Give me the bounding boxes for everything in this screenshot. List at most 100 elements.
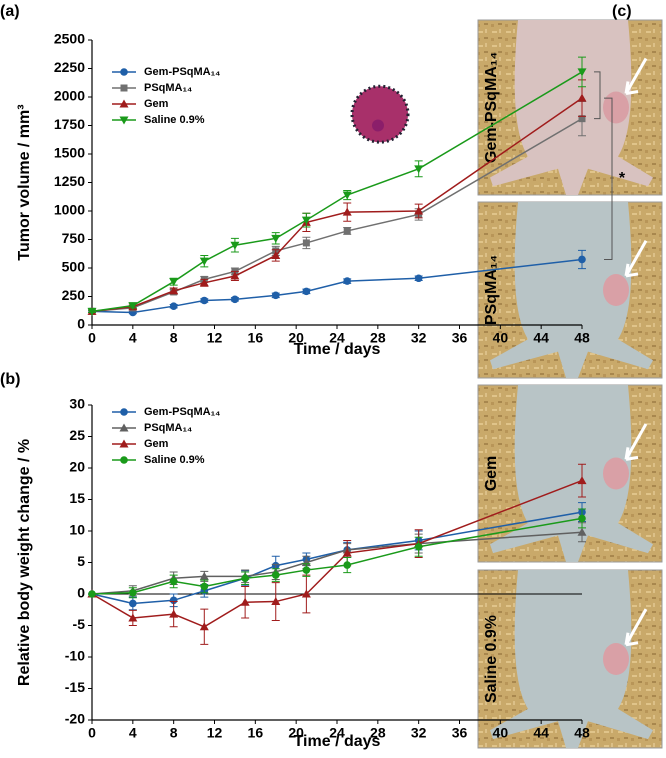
y-tick-label: 10 <box>69 522 85 538</box>
marker <box>129 599 137 608</box>
y-tick-label: 20 <box>69 459 85 475</box>
tumor <box>603 457 629 490</box>
x-tick-label: 36 <box>452 725 468 741</box>
marker <box>342 191 352 200</box>
drug-icon <box>372 119 384 132</box>
y-tick-label: -15 <box>65 679 85 695</box>
marker <box>240 597 250 606</box>
legend-label: Saline 0.9% <box>144 454 205 466</box>
marker <box>414 542 423 551</box>
series-line <box>91 479 583 628</box>
marker <box>342 548 352 557</box>
series-line <box>91 118 583 313</box>
marker <box>414 206 424 215</box>
marker <box>577 476 587 485</box>
marker <box>302 566 311 574</box>
x-tick-label: 0 <box>88 330 96 346</box>
marker <box>200 296 209 305</box>
x-tick-label: 48 <box>574 330 590 346</box>
legend-marker <box>119 99 129 108</box>
legend-label: PSqMA₁₄ <box>144 422 192 434</box>
y-tick-label: 1000 <box>54 202 85 218</box>
legend-label: Gem-PSqMA₁₄ <box>144 406 220 418</box>
marker <box>169 596 178 605</box>
x-tick-label: 28 <box>370 330 386 346</box>
y-tick-label: -5 <box>73 616 86 632</box>
marker <box>271 234 281 243</box>
series-line <box>91 71 583 313</box>
x-tick-label: 0 <box>88 725 96 741</box>
arrow <box>624 239 648 278</box>
bracket <box>594 71 601 120</box>
nanoparticle-icon <box>350 84 410 144</box>
marker <box>343 277 352 285</box>
legend-marker <box>120 456 128 464</box>
arrow <box>624 57 648 95</box>
marker <box>129 588 137 597</box>
legend-marker <box>119 423 129 432</box>
x-tick-label: 8 <box>170 725 178 741</box>
marker <box>199 278 209 287</box>
significance-mark: * <box>619 170 626 187</box>
marker <box>230 241 240 250</box>
y-tick-label: 0 <box>77 316 85 332</box>
x-tick-label: 48 <box>574 725 590 741</box>
legend-marker <box>119 439 129 448</box>
y-axis-title: Tumor volume / mm³ <box>16 104 33 260</box>
x-tick-label: 36 <box>452 330 468 346</box>
legend-label: Saline 0.9% <box>144 114 205 126</box>
y-tick-label: 25 <box>69 427 85 443</box>
photo-column: Gem-PSqMA₁₄ PSqMA₁₄ Gem Saline 0.9% <box>477 19 663 749</box>
marker <box>578 514 586 523</box>
marker <box>343 227 351 235</box>
x-axis-title: Time / days <box>294 733 381 750</box>
y-tick-label: 30 <box>69 396 85 412</box>
x-tick-label: 12 <box>207 725 223 741</box>
marker <box>302 239 310 247</box>
marker <box>302 287 311 296</box>
marker <box>414 274 423 283</box>
x-tick-label: 8 <box>170 330 178 346</box>
legend-marker <box>119 116 129 125</box>
panel-label: (b) <box>0 371 20 388</box>
panel-label: (a) <box>0 3 20 20</box>
y-tick-label: -20 <box>65 711 85 727</box>
y-tick-label: 5 <box>77 553 85 569</box>
marker <box>231 295 239 304</box>
marker <box>87 307 97 316</box>
marker <box>128 613 138 622</box>
x-tick-label: 16 <box>248 330 264 346</box>
x-tick-label: 16 <box>248 725 264 741</box>
x-tick-label: 24 <box>329 330 345 346</box>
tumor <box>603 643 629 675</box>
marker <box>169 286 179 295</box>
series-line <box>91 517 583 595</box>
y-tick-label: 2250 <box>54 59 85 75</box>
marker <box>414 165 424 174</box>
arrow <box>624 423 648 461</box>
series-line <box>91 511 583 605</box>
marker <box>271 597 281 606</box>
mouse-body <box>490 570 653 748</box>
marker <box>343 561 352 569</box>
y-tick-label: -10 <box>65 648 85 664</box>
legend-marker <box>120 68 128 76</box>
y-tick-label: 1500 <box>54 145 85 161</box>
y-tick-label: 500 <box>62 259 86 275</box>
marker <box>88 590 96 598</box>
marker <box>241 574 249 583</box>
photo-label: Gem-PSqMA₁₄ <box>483 52 500 163</box>
x-tick-label: 12 <box>207 330 223 346</box>
x-tick-label: 28 <box>370 725 386 741</box>
y-tick-label: 15 <box>69 490 85 506</box>
x-tick-label: 44 <box>533 330 549 346</box>
marker <box>199 571 209 580</box>
marker <box>230 271 240 280</box>
photo-label: Gem <box>483 456 500 492</box>
x-tick-label: 24 <box>329 725 345 741</box>
mouse-body <box>490 385 653 562</box>
legend-label: Gem-PSqMA₁₄ <box>144 66 220 78</box>
marker <box>577 93 587 102</box>
x-tick-label: 40 <box>493 330 509 346</box>
